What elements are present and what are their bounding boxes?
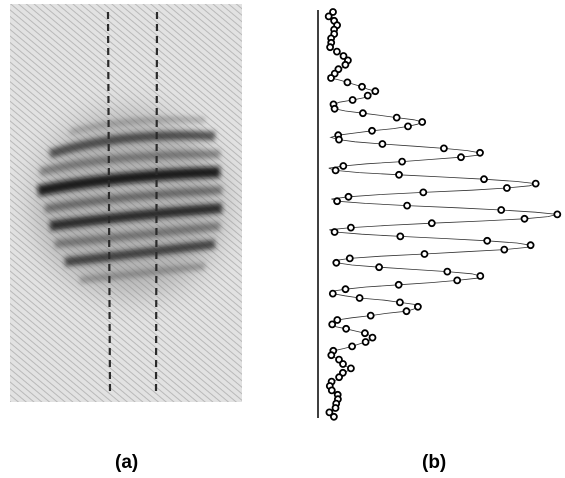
profile-point <box>341 285 350 294</box>
profile-point <box>398 157 406 166</box>
profile-point <box>359 109 367 118</box>
profile-point <box>355 294 364 302</box>
profile-point <box>520 214 529 223</box>
profile-point <box>366 311 375 320</box>
profile-point <box>497 206 506 214</box>
profile-point <box>332 258 341 267</box>
profile-point <box>339 162 348 170</box>
profile-point <box>328 289 337 298</box>
profile-point <box>358 82 366 91</box>
profile-point <box>395 170 403 179</box>
profile-point <box>347 364 355 373</box>
profile-point <box>396 298 404 307</box>
profile-point <box>476 148 484 157</box>
profile-point <box>342 324 350 333</box>
profile-point <box>347 223 355 232</box>
profile-point <box>502 184 511 192</box>
intensity-profile-plot <box>317 8 562 421</box>
profile-point <box>324 12 333 21</box>
profile-point <box>333 47 341 56</box>
profile-point <box>335 135 343 144</box>
profile-point <box>396 232 405 241</box>
profile-point <box>368 333 377 342</box>
dashed-line-left <box>106 11 112 395</box>
profile-point <box>392 113 401 122</box>
profile-point <box>330 412 338 421</box>
profile-point <box>457 153 465 162</box>
profile-point <box>420 250 429 258</box>
profile-point <box>333 316 342 324</box>
profile-point <box>348 342 356 351</box>
profile-point <box>453 276 462 285</box>
profile-point <box>326 43 335 52</box>
dashed-line-right <box>154 11 159 395</box>
panel-b-caption: (b) <box>422 452 447 473</box>
profile-point <box>526 241 535 250</box>
profile-point <box>333 197 341 206</box>
profile-point <box>476 272 485 280</box>
profile-point <box>368 126 376 135</box>
profile-point <box>345 254 354 263</box>
profile-point <box>331 166 340 175</box>
profile-point <box>378 140 387 148</box>
profile-point <box>418 118 427 126</box>
profile-point <box>363 91 372 100</box>
profile-point <box>480 175 488 184</box>
profile-point <box>361 338 370 346</box>
profile-points <box>324 8 562 421</box>
profile-point <box>394 280 403 289</box>
profile-point <box>403 201 411 210</box>
profile-point <box>339 52 348 60</box>
profile-point <box>404 122 412 131</box>
profile-point <box>335 373 343 382</box>
profile-point <box>371 87 380 96</box>
profile-point <box>419 188 428 197</box>
panel-a-caption: (a) <box>115 452 139 473</box>
profile-point <box>414 302 422 311</box>
profile-point <box>328 320 337 329</box>
profile-point <box>500 245 509 254</box>
profile-point <box>339 360 347 368</box>
profile-point <box>330 228 339 236</box>
profile-point <box>343 78 352 87</box>
profile-point <box>330 104 339 113</box>
profile-point <box>331 404 340 412</box>
profile-point <box>531 179 540 188</box>
profile-point <box>553 210 562 219</box>
profile-point <box>327 386 336 395</box>
profile-point <box>427 219 436 228</box>
profile-point <box>325 408 334 417</box>
profile-point <box>329 8 337 16</box>
profile-point <box>348 96 357 104</box>
profile-point <box>344 192 353 201</box>
profile-point <box>341 60 350 69</box>
profile-point <box>327 74 335 82</box>
profile-point <box>439 144 448 153</box>
profile-point <box>375 263 383 272</box>
fringe-bands <box>36 116 223 284</box>
profile-point <box>327 351 336 360</box>
interferogram-image <box>10 4 242 402</box>
profile-point <box>402 307 411 316</box>
profile-point <box>361 329 369 338</box>
profile-point <box>483 236 492 245</box>
profile-point <box>443 267 452 276</box>
